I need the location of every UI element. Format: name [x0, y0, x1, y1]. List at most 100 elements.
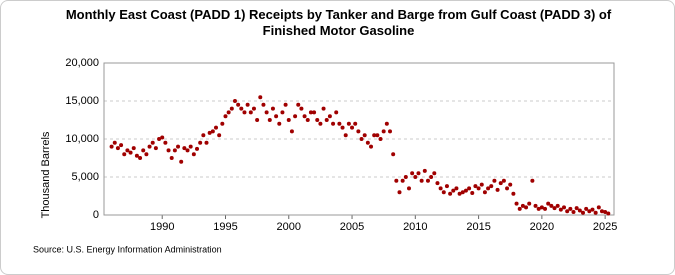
point	[239, 106, 244, 111]
point	[356, 129, 361, 134]
point	[555, 203, 560, 208]
point	[539, 205, 544, 210]
point	[397, 190, 402, 195]
point	[473, 184, 478, 189]
point	[580, 210, 585, 215]
point	[419, 178, 424, 183]
point	[232, 99, 237, 103]
point	[283, 102, 288, 107]
point	[435, 181, 440, 186]
point	[505, 186, 510, 191]
point	[296, 102, 301, 107]
point	[590, 207, 595, 212]
point	[109, 144, 114, 149]
point	[131, 146, 136, 151]
point	[191, 152, 196, 157]
point	[308, 110, 313, 115]
point	[302, 114, 307, 119]
point	[495, 187, 500, 192]
point	[267, 118, 272, 122]
point	[204, 140, 209, 145]
point	[378, 137, 383, 141]
point	[422, 168, 427, 173]
point	[176, 144, 181, 149]
point	[432, 171, 437, 176]
point	[337, 121, 342, 126]
point	[593, 210, 598, 215]
point	[482, 190, 487, 195]
point	[546, 201, 551, 206]
point	[372, 133, 377, 138]
point	[394, 178, 399, 183]
point	[501, 178, 506, 183]
point	[558, 207, 563, 212]
y-axis-label: Thousand Barrels	[40, 131, 52, 218]
point	[457, 191, 462, 196]
chart-title: Monthly East Coast (PADD 1) Receipts by …	[65, 7, 612, 38]
y-tick-label: 20,000	[65, 57, 99, 69]
point	[138, 156, 143, 160]
point	[403, 175, 408, 179]
point	[606, 211, 611, 216]
point	[340, 125, 345, 130]
point	[134, 153, 139, 158]
point	[543, 206, 548, 211]
x-tick-label: 2020	[530, 221, 554, 233]
point	[220, 121, 225, 126]
point	[511, 191, 516, 196]
point	[122, 152, 127, 157]
point	[147, 144, 152, 149]
point	[343, 133, 348, 138]
point	[359, 137, 364, 141]
point	[201, 133, 206, 138]
point	[489, 184, 494, 189]
point	[381, 129, 386, 134]
point	[125, 148, 130, 153]
point	[353, 121, 358, 126]
point	[460, 190, 465, 195]
point	[280, 110, 285, 115]
point	[141, 148, 146, 153]
point	[365, 140, 370, 145]
point	[492, 178, 497, 183]
point	[251, 106, 256, 111]
point	[470, 190, 475, 195]
point	[448, 191, 453, 196]
point	[517, 206, 522, 211]
point	[451, 188, 456, 193]
point	[596, 205, 601, 210]
point	[334, 110, 339, 115]
point	[520, 203, 525, 208]
point	[242, 110, 247, 115]
point	[416, 171, 421, 176]
point	[119, 143, 124, 148]
point	[327, 114, 332, 119]
point	[258, 95, 263, 100]
x-tick-label: 2000	[277, 221, 301, 233]
point	[565, 209, 570, 214]
point	[293, 114, 298, 119]
point	[533, 203, 538, 208]
point	[571, 209, 576, 214]
point	[324, 118, 329, 122]
point	[603, 209, 608, 214]
point	[577, 208, 582, 213]
point	[248, 110, 253, 115]
point	[229, 106, 234, 111]
point	[438, 186, 443, 191]
point	[157, 137, 162, 141]
point	[568, 206, 573, 211]
point	[188, 144, 193, 149]
point	[584, 206, 589, 211]
point	[476, 186, 481, 191]
point	[375, 133, 380, 138]
point	[153, 146, 158, 151]
point	[312, 110, 317, 115]
point	[299, 106, 304, 111]
plot-frame	[103, 62, 615, 216]
point	[527, 201, 532, 206]
point	[277, 121, 282, 126]
x-tick-label: 2025	[593, 221, 617, 233]
